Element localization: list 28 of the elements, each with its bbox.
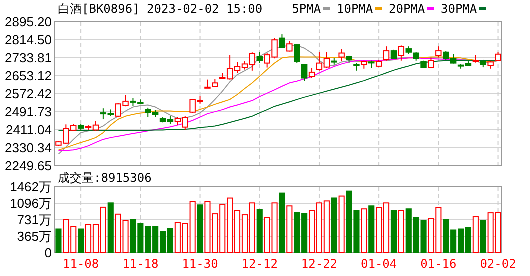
legend-label: 20PMA: [389, 2, 426, 16]
x-tick-label: 12-12: [242, 257, 278, 271]
y-tick-label: 365万: [17, 229, 52, 244]
y-tick-label: 2330.34: [5, 140, 52, 156]
legend-label: 10PMA: [337, 2, 374, 16]
legend-label: 30PMA: [441, 2, 478, 16]
legend-label: 5PMA: [292, 2, 322, 16]
y-tick-label: 2733.81: [5, 50, 52, 66]
chart-title: 白酒[BK0896] 2023-02-02 15:00: [58, 2, 263, 16]
x-tick-label: 11-08: [63, 257, 100, 271]
x-tick-label: 12-22: [301, 257, 338, 271]
y-tick-label: 2491.73: [5, 104, 52, 120]
y-tick-label: 2411.04: [6, 122, 52, 138]
chart-title: 成交量:8915306: [58, 171, 152, 185]
y-tick-label: 2572.42: [5, 86, 52, 102]
y-tick-label: 0: [44, 246, 52, 260]
y-tick-label: 2814.50: [5, 32, 52, 48]
y-tick-label: 2653.12: [5, 68, 52, 84]
x-tick-label: 01-16: [420, 257, 457, 271]
y-tick-label: 731万: [17, 212, 52, 228]
x-tick-label: 02-02: [480, 257, 516, 271]
y-tick-label: 2895.20: [5, 14, 52, 30]
x-tick-label: 01-04: [361, 257, 398, 271]
y-tick-label: 1096万: [10, 196, 52, 211]
x-tick-label: 11-30: [182, 257, 218, 271]
y-tick-label: 1462万: [10, 180, 52, 194]
x-tick-label: 11-18: [122, 257, 159, 271]
y-tick-label: 2249.65: [5, 158, 52, 174]
